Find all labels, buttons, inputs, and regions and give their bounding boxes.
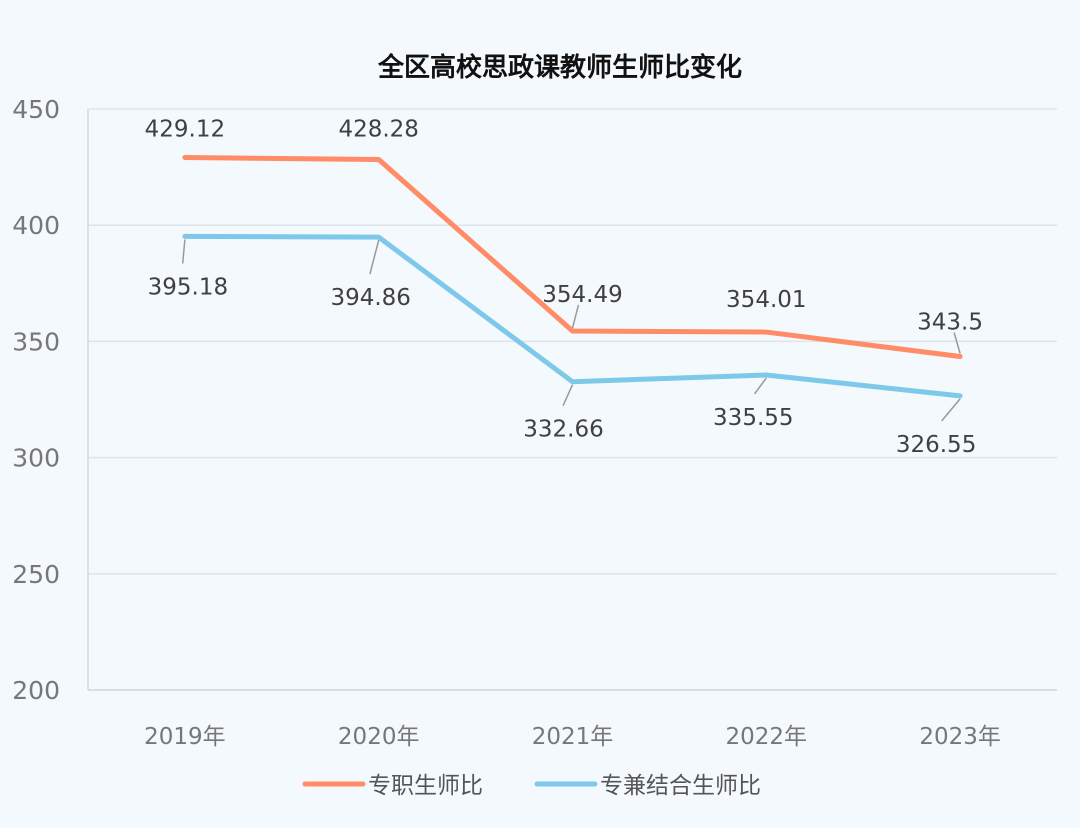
y-tick-label: 300 bbox=[12, 444, 60, 473]
leader-line bbox=[753, 377, 767, 395]
y-tick-label: 400 bbox=[12, 211, 60, 240]
y-tick-label: 200 bbox=[12, 676, 60, 705]
x-tick-label: 2021年 bbox=[532, 724, 614, 750]
data-label: 394.86 bbox=[330, 285, 410, 311]
legend-label-combined: 专兼结合生师比 bbox=[600, 773, 761, 799]
data-label: 343.5 bbox=[917, 310, 983, 336]
data-label: 332.66 bbox=[523, 417, 603, 443]
data-label: 335.55 bbox=[713, 405, 793, 431]
x-tick-label: 2019年 bbox=[144, 724, 226, 750]
leader-line bbox=[571, 304, 580, 329]
data-label: 395.18 bbox=[148, 274, 228, 300]
chart-title: 全区高校思政课教师生师比变化 bbox=[377, 52, 742, 83]
series-line-0 bbox=[182, 155, 963, 360]
legend: 专职生师比 专兼结合生师比 bbox=[302, 773, 761, 799]
data-label: 354.49 bbox=[542, 282, 622, 308]
y-tick-label: 350 bbox=[12, 327, 60, 356]
leader-line bbox=[953, 332, 961, 354]
x-tick-label: 2023年 bbox=[919, 724, 1001, 750]
data-label: 326.55 bbox=[896, 432, 976, 458]
series-line-1 bbox=[182, 233, 963, 399]
leader-line bbox=[369, 239, 380, 275]
x-tick-label: 2022年 bbox=[726, 724, 808, 750]
y-tick-label: 250 bbox=[12, 560, 60, 589]
legend-label-full-time: 专职生师比 bbox=[368, 773, 483, 799]
data-label: 429.12 bbox=[145, 117, 225, 143]
leader-line bbox=[562, 384, 574, 407]
x-tick-label: 2020年 bbox=[338, 724, 420, 750]
data-label: 428.28 bbox=[338, 116, 418, 142]
leader-line bbox=[181, 239, 186, 264]
data-label: 354.01 bbox=[726, 287, 806, 313]
leader-line bbox=[941, 398, 961, 422]
y-tick-label: 450 bbox=[12, 95, 60, 124]
